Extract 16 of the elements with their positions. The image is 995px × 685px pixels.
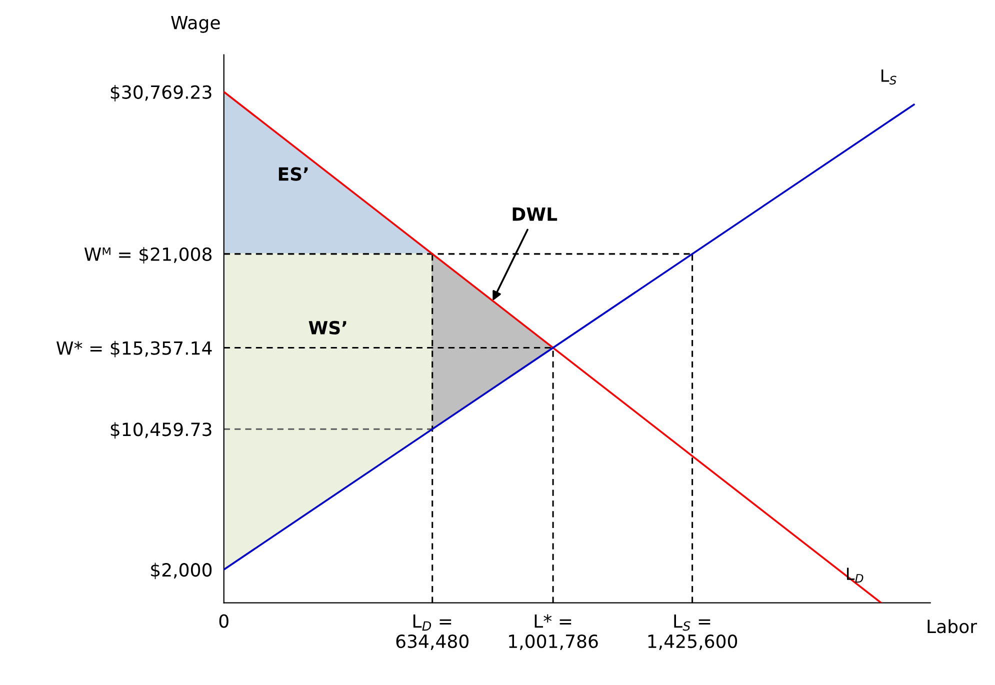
y-tick-label: $30,769.23 <box>110 84 212 102</box>
x-axis-title: Labor <box>928 619 978 634</box>
y-tick-label: $10,459.73 <box>110 422 212 439</box>
series-label: WS’ <box>308 320 346 335</box>
series-label: L$_{D}$ <box>847 568 864 583</box>
y-axis-title: Wage <box>171 16 220 33</box>
y-tick-label: $2,000 <box>151 562 212 580</box>
x-tick-label: L$_{D}$ = 634,480 <box>396 614 468 650</box>
annotation: DWL <box>512 208 558 221</box>
y-tick-label: W* = $15,357.14 <box>56 340 212 358</box>
x-tick-label: L* = 1,001,786 <box>509 614 598 650</box>
x-tick-label: 0 <box>219 614 228 628</box>
x-tick-label: L$_{S}$ = 1,425,600 <box>648 614 738 650</box>
series-label: ES’ <box>278 167 308 181</box>
series-label: L$_{S}$ <box>882 70 896 85</box>
y-tick-label: Wᴹ = $21,008 <box>84 247 212 264</box>
